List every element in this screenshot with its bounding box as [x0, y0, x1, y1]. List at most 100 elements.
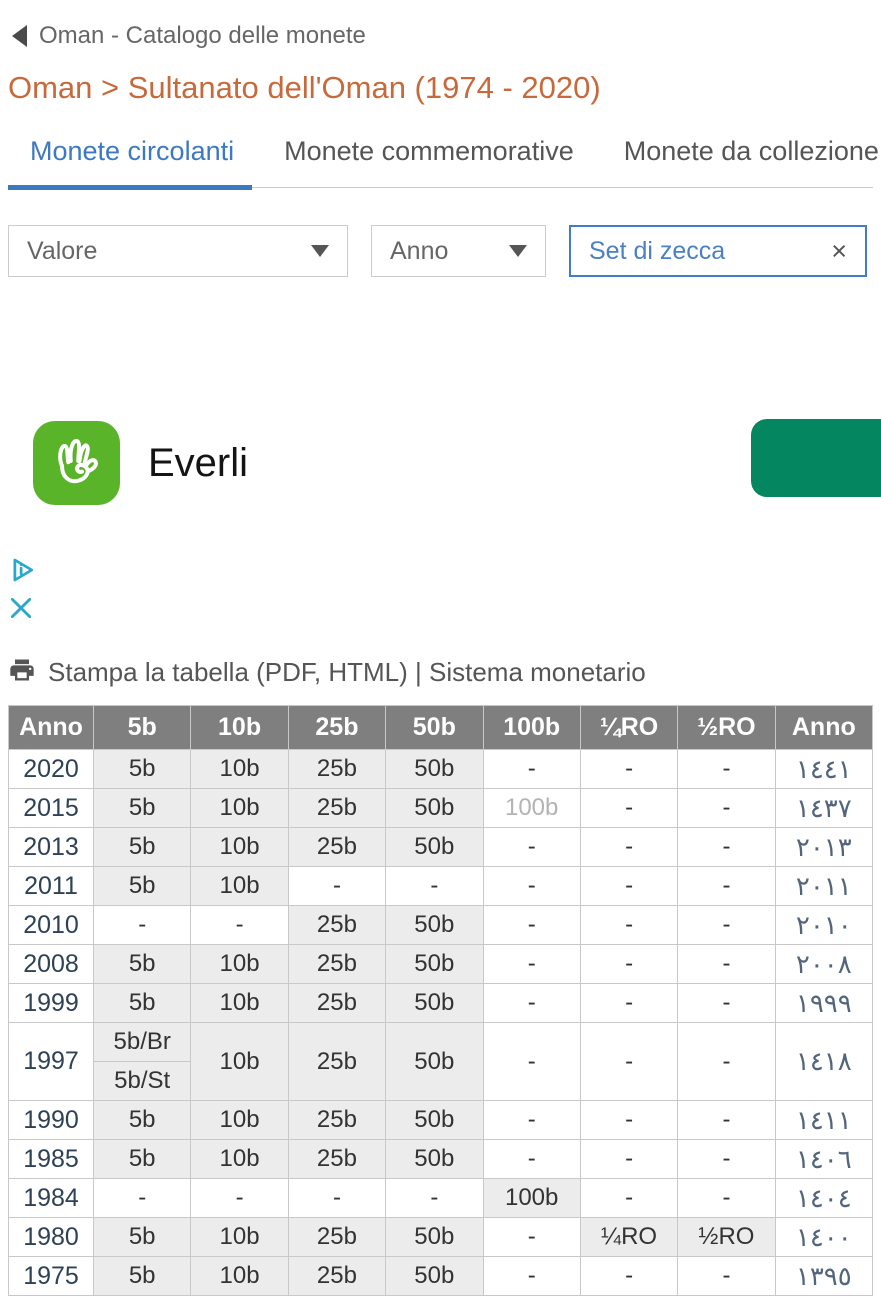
- empty-cell: -: [677, 944, 776, 984]
- coin-cell[interactable]: ¼RO: [579, 1217, 679, 1257]
- coin-cell[interactable]: 50b: [385, 788, 484, 828]
- hijri-year-cell[interactable]: ٢٠١١: [774, 866, 874, 906]
- coin-cell[interactable]: 25b: [287, 788, 387, 828]
- coin-cell[interactable]: 10b: [190, 749, 289, 789]
- empty-cell: -: [677, 788, 776, 828]
- coin-cell[interactable]: 25b: [287, 1022, 387, 1101]
- column-header-25b: 25b: [287, 705, 387, 750]
- ad-cta-button[interactable]: [751, 419, 881, 497]
- coin-cell[interactable]: 50b: [385, 1217, 484, 1257]
- coin-cell[interactable]: 50b: [385, 983, 484, 1023]
- coin-cell[interactable]: 50b: [385, 1022, 484, 1101]
- coin-cell[interactable]: 25b: [287, 1100, 387, 1140]
- everli-app-icon[interactable]: [33, 421, 120, 505]
- coin-cell[interactable]: 25b: [287, 827, 387, 867]
- coin-cell[interactable]: 5b: [92, 1139, 192, 1179]
- coin-cell[interactable]: 5b: [92, 866, 192, 906]
- empty-cell: -: [579, 983, 679, 1023]
- coin-cell[interactable]: 25b: [287, 983, 387, 1023]
- coin-cell[interactable]: 25b: [287, 1139, 387, 1179]
- coin-cell[interactable]: 5b/St: [92, 1061, 192, 1101]
- coin-cell[interactable]: 100b: [482, 1178, 581, 1218]
- coin-cell[interactable]: 50b: [385, 905, 484, 945]
- coin-cell[interactable]: 10b: [190, 944, 289, 984]
- year-cell: 2013: [8, 827, 94, 867]
- coin-cell[interactable]: 10b: [190, 1100, 289, 1140]
- coin-cell[interactable]: 10b: [190, 788, 289, 828]
- hijri-year-cell[interactable]: ٢٠١٠: [774, 905, 874, 945]
- tab-monete-commemorative[interactable]: Monete commemorative: [284, 136, 574, 166]
- empty-cell: -: [579, 944, 679, 984]
- hijri-year-cell[interactable]: ١٤٠٤: [774, 1178, 874, 1218]
- hijri-year-cell[interactable]: ١٣٩٥: [774, 1256, 874, 1296]
- filter-clear-icon[interactable]: ×: [831, 235, 847, 266]
- column-header-10b: 10b: [190, 705, 289, 750]
- hijri-year-cell[interactable]: ١٤٠٦: [774, 1139, 874, 1179]
- hijri-year-cell[interactable]: ١٤١١: [774, 1100, 874, 1140]
- coin-cell[interactable]: 50b: [385, 749, 484, 789]
- ad-advertiser-name[interactable]: Everli: [148, 440, 249, 485]
- coin-cell[interactable]: 25b: [287, 905, 387, 945]
- empty-cell: -: [579, 866, 679, 906]
- coin-cell[interactable]: 10b: [190, 1139, 289, 1179]
- chevron-down-icon[interactable]: [509, 245, 527, 257]
- filter-anno[interactable]: Anno: [371, 225, 546, 277]
- hijri-year-cell[interactable]: ١٤٠٠: [774, 1217, 874, 1257]
- back-arrow-icon[interactable]: [12, 25, 27, 47]
- hijri-year-cell[interactable]: ١٩٩٩: [774, 983, 874, 1023]
- ad-close-icon[interactable]: [8, 595, 42, 626]
- table-row-split: 5b/St: [9, 1061, 873, 1101]
- hijri-year-cell[interactable]: ١٤٣٧: [774, 788, 874, 828]
- hijri-year-cell[interactable]: ١٤١٨: [774, 1022, 874, 1101]
- table-row: 1985 5b 10b 25b 50b - - -١٤٠٦: [8, 1139, 874, 1179]
- column-header-100b: 100b: [482, 705, 581, 750]
- breadcrumb[interactable]: Oman > Sultanato dell'Oman (1974 - 2020): [8, 70, 601, 105]
- coin-cell[interactable]: 10b: [190, 866, 289, 906]
- table-row: 1984- - - -100b - -١٤٠٤: [8, 1178, 874, 1218]
- tab-monete-circolanti[interactable]: Monete circolanti: [30, 136, 235, 166]
- coin-cell[interactable]: 10b: [190, 1022, 289, 1101]
- coin-cell[interactable]: ½RO: [677, 1217, 776, 1257]
- hijri-year-cell[interactable]: ١٤٤١: [774, 749, 874, 789]
- coin-cell[interactable]: 5b: [92, 1256, 192, 1296]
- coin-cell[interactable]: 25b: [287, 1256, 387, 1296]
- ad-banner[interactable]: Everli: [0, 417, 881, 509]
- coin-cell[interactable]: 5b: [92, 827, 192, 867]
- coin-cell[interactable]: 5b: [92, 749, 192, 789]
- coin-cell[interactable]: 25b: [287, 944, 387, 984]
- printer-icon[interactable]: [8, 656, 36, 689]
- coin-cell[interactable]: 5b/Br: [92, 1022, 192, 1062]
- filter-valore[interactable]: Valore: [8, 225, 348, 277]
- table-row: 1997 5b/Br 10b 25b 50b - - -١٤١٨: [8, 1022, 874, 1101]
- coin-cell[interactable]: 5b: [92, 788, 192, 828]
- filter-set-di-zecca[interactable]: Set di zecca ×: [569, 225, 867, 277]
- coin-cell[interactable]: 50b: [385, 944, 484, 984]
- coin-cell[interactable]: 5b: [92, 1217, 192, 1257]
- adchoices-icon[interactable]: [8, 555, 42, 590]
- coin-cell[interactable]: 10b: [190, 827, 289, 867]
- coin-cell[interactable]: 5b: [92, 944, 192, 984]
- coin-cell[interactable]: 5b: [92, 1100, 192, 1140]
- coin-cell[interactable]: 50b: [385, 827, 484, 867]
- coin-cell[interactable]: 5b: [92, 983, 192, 1023]
- chevron-down-icon[interactable]: [311, 245, 329, 257]
- coin-cell[interactable]: 100b: [482, 788, 581, 828]
- empty-cell: -: [482, 944, 581, 984]
- hijri-year-cell[interactable]: ٢٠١٣: [774, 827, 874, 867]
- coin-cell[interactable]: 25b: [287, 749, 387, 789]
- print-table-links[interactable]: Stampa la tabella (PDF, HTML) | Sistema …: [48, 657, 646, 687]
- coin-cell[interactable]: 10b: [190, 983, 289, 1023]
- year-cell: 1975: [8, 1256, 94, 1296]
- back-nav[interactable]: Oman - Catalogo delle monete: [0, 0, 881, 50]
- year-cell: 1984: [8, 1178, 94, 1218]
- empty-cell: -: [482, 1100, 581, 1140]
- filter-label: Set di zecca: [589, 236, 726, 265]
- coin-cell[interactable]: 25b: [287, 1217, 387, 1257]
- coin-cell[interactable]: 10b: [190, 1217, 289, 1257]
- filter-label: Valore: [27, 236, 98, 265]
- coin-cell[interactable]: 50b: [385, 1256, 484, 1296]
- coin-cell[interactable]: 50b: [385, 1100, 484, 1140]
- tab-monete-da-collezione[interactable]: Monete da collezione: [623, 136, 879, 166]
- coin-cell[interactable]: 50b: [385, 1139, 484, 1179]
- hijri-year-cell[interactable]: ٢٠٠٨: [774, 944, 874, 984]
